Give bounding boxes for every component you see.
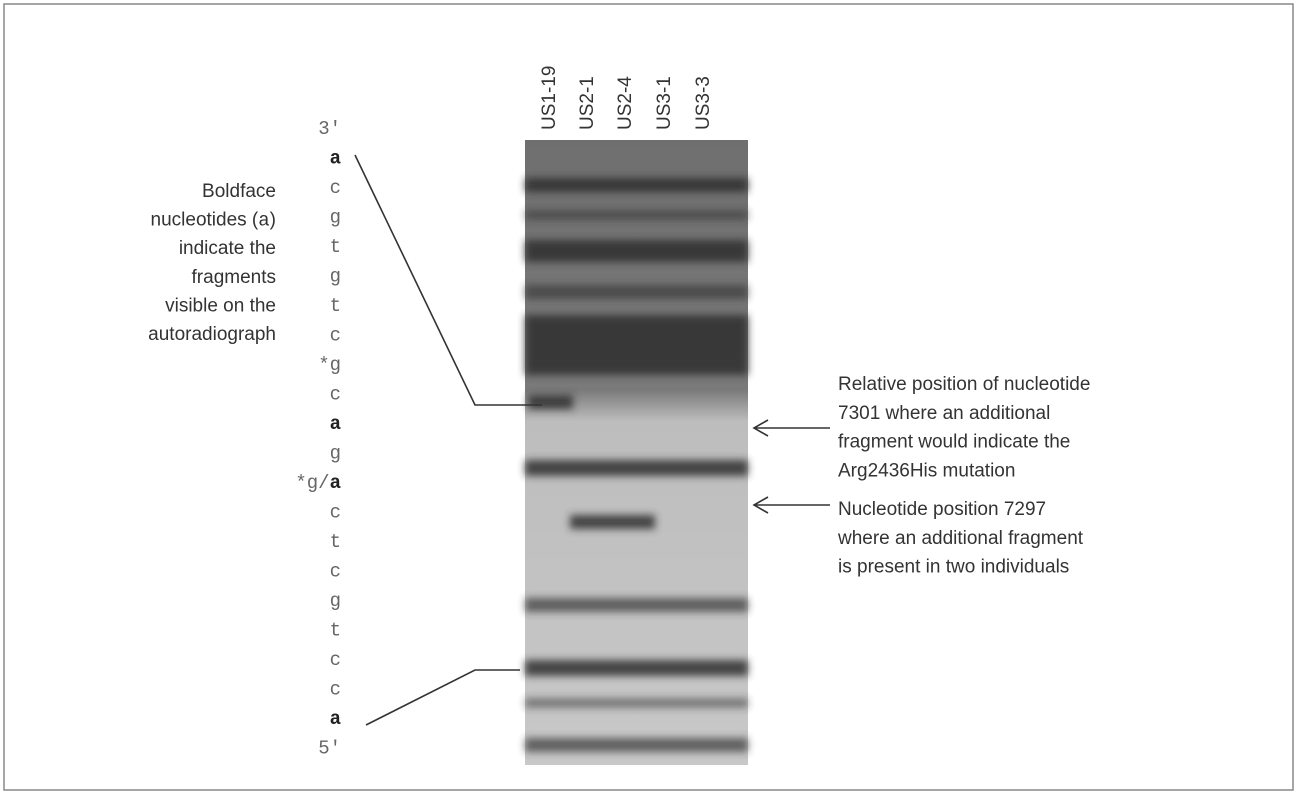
caption-text: nucleotides ( xyxy=(151,210,259,231)
nucleotide: *g/ xyxy=(295,472,329,494)
nucleotide: t xyxy=(330,295,341,317)
sequence-item: c xyxy=(330,502,341,524)
sequence-item: c xyxy=(330,384,341,406)
caption-line: fragments xyxy=(192,267,276,288)
bold-nucleotide: a xyxy=(330,708,341,730)
nucleotide: c xyxy=(330,325,341,347)
nucleotide: t xyxy=(330,531,341,553)
sequence-item: g xyxy=(330,590,341,612)
sequence-item: t xyxy=(330,295,341,317)
nucleotide: g xyxy=(330,207,341,229)
nucleotide: c xyxy=(330,649,341,671)
nucleotide: c xyxy=(330,561,341,583)
caption-text: autoradiograph xyxy=(148,324,276,345)
sequence-item: t xyxy=(330,531,341,553)
nucleotide: t xyxy=(330,236,341,258)
annotation-line: 7301 where an additional xyxy=(838,403,1050,424)
sequence-item: c xyxy=(330,679,341,701)
nucleotide: c xyxy=(330,502,341,524)
sequence-item: 3' xyxy=(318,118,341,140)
caption-text: visible on the xyxy=(165,295,276,316)
sequence-item: a xyxy=(330,148,341,170)
nucleotide: c xyxy=(330,384,341,406)
nucleotide: 5' xyxy=(318,738,341,760)
sequence-item: *g xyxy=(318,354,341,376)
annotation-line: Nucleotide position 7297 xyxy=(838,499,1046,520)
sequence-item: t xyxy=(330,620,341,642)
sequence-item: t xyxy=(330,236,341,258)
caption-code: a xyxy=(258,210,269,232)
caption-text: fragments xyxy=(192,267,276,288)
sequence-item: a xyxy=(330,413,341,435)
figure: US1-19US2-1US2-4US3-1US3-33'acgtgtc*gcag… xyxy=(0,0,1298,795)
caption-line: autoradiograph xyxy=(148,324,276,345)
sequence-item: a xyxy=(330,708,341,730)
nucleotide: c xyxy=(330,679,341,701)
sequence-item: g xyxy=(330,266,341,288)
annotation-line: fragment would indicate the xyxy=(838,432,1070,453)
sequence-item: *g/a xyxy=(295,472,341,494)
nucleotide: *g xyxy=(318,354,341,376)
annotation-line: where an additional fragment xyxy=(837,528,1084,549)
nucleotide: t xyxy=(330,620,341,642)
bold-nucleotide: a xyxy=(330,472,341,494)
nucleotide: g xyxy=(330,590,341,612)
sequence-item: c xyxy=(330,649,341,671)
caption-line: indicate the xyxy=(179,238,276,259)
sequence-item: c xyxy=(330,177,341,199)
caption-text: Boldface xyxy=(202,181,276,202)
sequence-item: g xyxy=(330,443,341,465)
lane-label: US3-3 xyxy=(693,76,714,130)
lane-label: US3-1 xyxy=(654,76,675,130)
caption-line: visible on the xyxy=(165,295,276,316)
lane-label: US1-19 xyxy=(539,66,560,130)
sequence-item: 5' xyxy=(318,738,341,760)
nucleotide: 3' xyxy=(318,118,341,140)
caption-line: nucleotides (a) xyxy=(151,210,276,232)
sequence-item: c xyxy=(330,325,341,347)
annotation-line: is present in two individuals xyxy=(838,557,1069,578)
lane-label: US2-4 xyxy=(615,76,636,130)
sequence-item: g xyxy=(330,207,341,229)
caption-text: ) xyxy=(270,210,276,231)
annotation-line: Arg2436His mutation xyxy=(838,460,1015,481)
nucleotide: g xyxy=(330,443,341,465)
gel xyxy=(525,140,748,765)
nucleotide: c xyxy=(330,177,341,199)
bold-nucleotide: a xyxy=(330,413,341,435)
caption-text: indicate the xyxy=(179,238,276,259)
bold-nucleotide: a xyxy=(330,148,341,170)
sequence-item: c xyxy=(330,561,341,583)
nucleotide: g xyxy=(330,266,341,288)
lane-label: US2-1 xyxy=(577,76,598,130)
annotation-line: Relative position of nucleotide xyxy=(838,374,1090,395)
caption-line: Boldface xyxy=(202,181,276,202)
